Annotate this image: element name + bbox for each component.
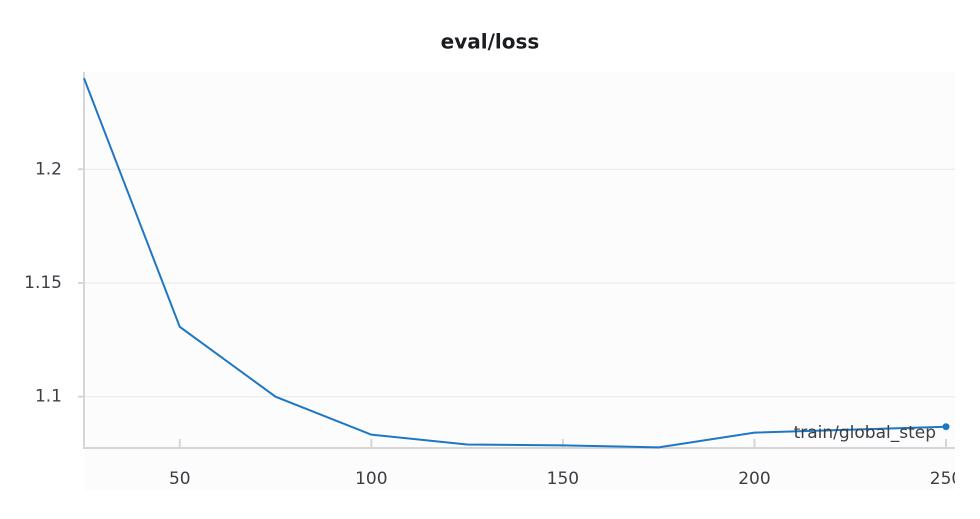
y-tick-label: 1.1 <box>35 387 62 407</box>
x-tick-label: 200 <box>738 469 770 489</box>
x-tick-label: 250 <box>930 469 962 489</box>
plot-area <box>84 72 955 490</box>
x-axis-label: train/global_step <box>794 423 936 443</box>
plot-layer: 1.1 1.15 1.2 50 100 150 200 250 train/global_ste… <box>24 72 962 489</box>
chart-title: eval/loss <box>441 30 540 54</box>
y-tick-label: 1.2 <box>35 159 62 179</box>
x-tick-label: 100 <box>355 469 387 489</box>
x-tick-label: 150 <box>547 469 579 489</box>
end-point <box>942 423 950 431</box>
y-tick-label: 1.15 <box>24 273 62 293</box>
line <box>83 77 947 449</box>
x-tick-label: 50 <box>169 469 191 489</box>
